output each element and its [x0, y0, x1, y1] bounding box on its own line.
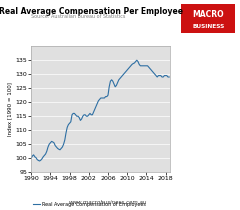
- Text: Real Average Compensation Per Employee: Real Average Compensation Per Employee: [0, 7, 183, 16]
- Text: Source: Australian Bureau of Statistics: Source: Australian Bureau of Statistics: [31, 14, 126, 19]
- Text: BUSINESS: BUSINESS: [192, 24, 224, 29]
- Text: www.macrobusiness.com.au: www.macrobusiness.com.au: [69, 200, 147, 205]
- Y-axis label: Index [1990 = 100]: Index [1990 = 100]: [7, 82, 12, 136]
- Text: MACRO: MACRO: [192, 10, 224, 20]
- Legend: Real Average Compensation of Employees: Real Average Compensation of Employees: [31, 200, 148, 209]
